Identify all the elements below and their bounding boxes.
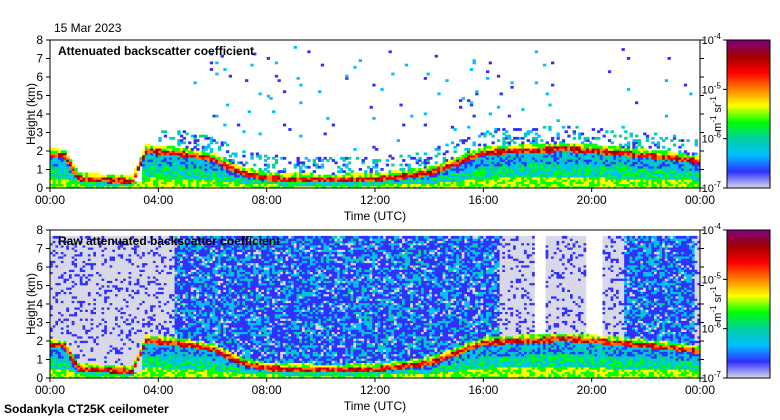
y-tick-label: 7: [36, 242, 43, 256]
y-tick-label: 6: [36, 260, 43, 274]
y-axis-label: Height (km): [24, 273, 38, 335]
y-tick-label: 8: [36, 33, 43, 47]
colorbar-tick-label: 10-7: [702, 370, 722, 385]
panel-title: Attenuated backscatter coefficient: [58, 44, 254, 58]
colorbar-tick-label: 10-6: [702, 321, 722, 336]
colorbar-tick-label: 10-7: [702, 180, 722, 195]
x-tick-label: 00:00: [35, 383, 65, 397]
panel-title: Raw attenuated backscatter coefficient: [58, 234, 280, 248]
y-tick-label: 4: [36, 107, 43, 121]
x-tick-label: 16:00: [468, 193, 498, 207]
x-tick-label: 12:00: [360, 383, 390, 397]
x-tick-label: 08:00: [252, 383, 282, 397]
colorbar: [726, 39, 771, 189]
y-tick-label: 1: [36, 163, 43, 177]
y-tick-label: 0: [36, 181, 43, 195]
x-tick-label: 16:00: [468, 383, 498, 397]
y-tick-label: 1: [36, 353, 43, 367]
y-tick-label: 0: [36, 371, 43, 385]
x-tick-label: 00:00: [685, 383, 715, 397]
date-label: 15 Mar 2023: [54, 21, 122, 35]
heatmap-cells: [50, 235, 701, 379]
x-tick-label: 04:00: [143, 193, 173, 207]
colorbar-tick-label: 10-5: [702, 271, 722, 286]
colorbar-tick-label: 10-4: [702, 222, 722, 237]
colorbar: [726, 229, 771, 379]
colorbar-tick-label: 10-4: [702, 32, 722, 47]
y-tick-label: 2: [36, 334, 43, 348]
y-tick-label: 5: [36, 279, 43, 293]
chart-panel-1: 0 1 2 3 4 5 6 7 8 00:00 04:00 08:00 12:00 16:00 20:00 0…: [24, 32, 771, 223]
chart-panel-2: 0 1 2 3 4 5 6 7 8 00:00 04:00 08:00 12:00 16:00 20:00 0…: [24, 222, 771, 413]
y-tick-label: 5: [36, 89, 43, 103]
y-tick-label: 3: [36, 126, 43, 140]
y-tick-label: 8: [36, 223, 43, 237]
colorbar-unit-label: m-1 sr-1: [709, 96, 724, 132]
x-tick-label: 08:00: [252, 193, 282, 207]
footer-label: Sodankyla CT25K ceilometer: [4, 402, 169, 416]
x-tick-label: 20:00: [577, 193, 607, 207]
x-tick-label: 20:00: [577, 383, 607, 397]
heatmap-cells: [50, 45, 701, 189]
colorbar-tick-label: 10-5: [702, 81, 722, 96]
y-tick-label: 4: [36, 297, 43, 311]
y-axis-label: Height (km): [24, 83, 38, 145]
x-tick-label: 12:00: [360, 193, 390, 207]
y-tick-label: 7: [36, 52, 43, 66]
x-tick-label: 00:00: [35, 193, 65, 207]
x-tick-label: 04:00: [143, 383, 173, 397]
colorbar-unit-label: m-1 sr-1: [709, 286, 724, 322]
x-tick-label: 00:00: [685, 193, 715, 207]
x-axis-label: Time (UTC): [344, 209, 406, 223]
y-tick-label: 6: [36, 70, 43, 84]
y-tick-label: 3: [36, 316, 43, 330]
x-axis-label: Time (UTC): [344, 399, 406, 413]
colorbar-tick-label: 10-6: [702, 131, 722, 146]
panels: 0 1 2 3 4 5 6 7 8 00:00 04:00 08:00 12:00 16:00 20:00 0…: [24, 32, 771, 413]
y-tick-label: 2: [36, 144, 43, 158]
